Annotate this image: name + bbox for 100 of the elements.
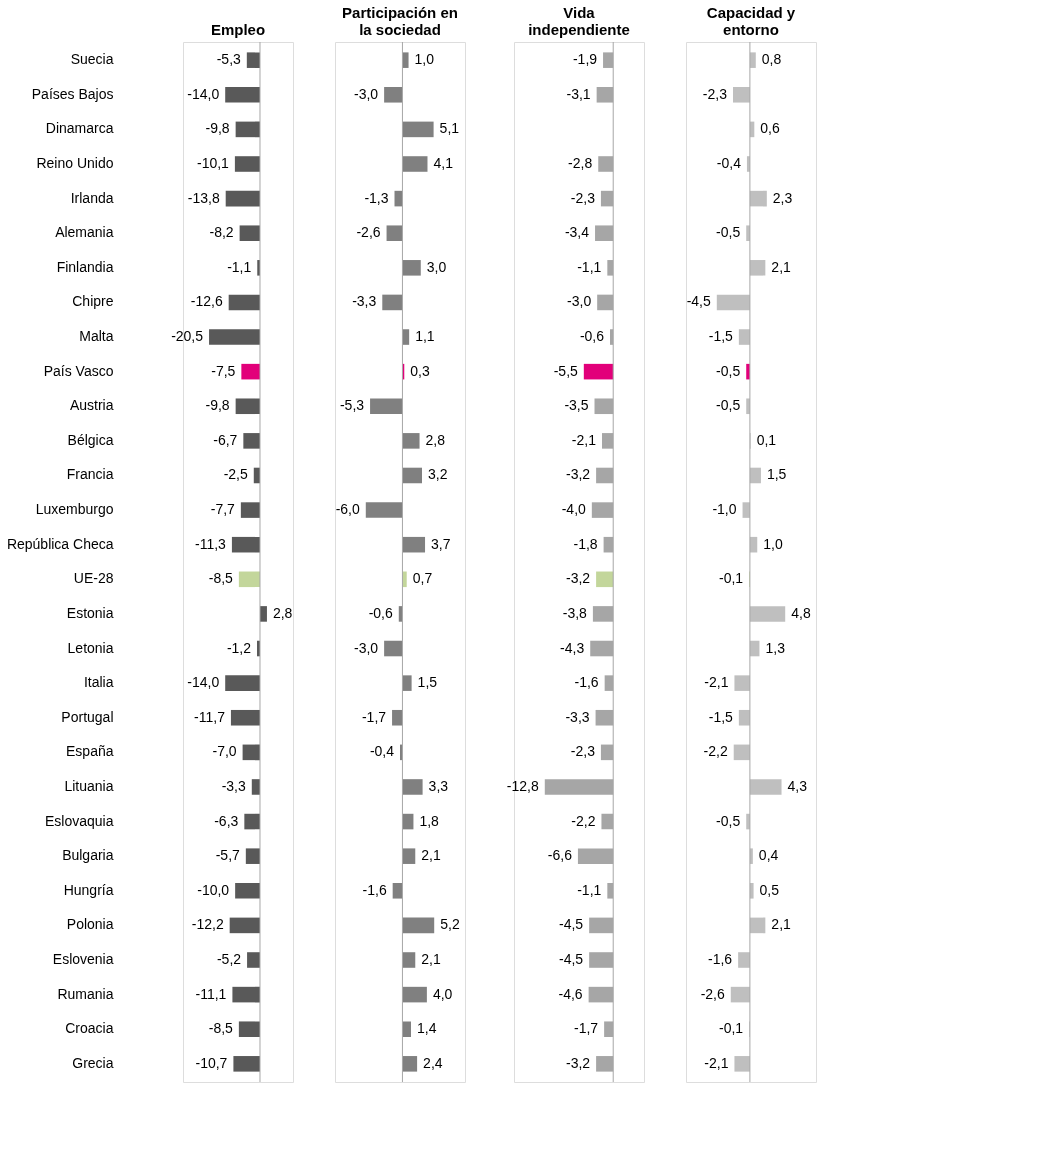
chart-title: Empleo <box>210 20 266 38</box>
data-label: -3,0 <box>567 293 592 310</box>
data-label: 0,1 <box>756 431 777 448</box>
data-label: 5,1 <box>439 120 460 137</box>
y-tick-label: Suecia <box>70 51 114 68</box>
data-label: 2,1 <box>421 847 441 864</box>
y-tick-label: Grecia <box>72 1054 114 1071</box>
data-label: 0,3 <box>410 362 430 379</box>
data-label: 3,0 <box>426 258 447 275</box>
data-label: -2,2 <box>571 812 596 829</box>
data-label: 4,0 <box>432 985 453 1002</box>
data-label: -4,3 <box>560 639 585 656</box>
data-label: 0,8 <box>761 51 782 68</box>
data-label: 0,6 <box>760 120 780 137</box>
data-label: -0,6 <box>579 328 605 345</box>
data-label: -20,5 <box>171 328 204 345</box>
data-label: -4,5 <box>559 916 584 933</box>
data-label: -1,5 <box>708 708 734 725</box>
data-label: -3,3 <box>352 293 377 310</box>
data-label: -6,7 <box>213 431 238 448</box>
data-label: 1,1 <box>415 328 435 345</box>
data-label: -2,5 <box>223 466 248 483</box>
data-label: -1,7 <box>574 1020 599 1037</box>
data-label: -3,2 <box>565 466 591 483</box>
data-label: 0,7 <box>412 570 433 587</box>
y-tick-label: Finlandia <box>56 258 114 275</box>
y-tick-label: Países Bajos <box>31 85 114 102</box>
data-label: -3,0 <box>353 85 379 102</box>
data-label: 2,1 <box>771 258 792 275</box>
data-label: -0,5 <box>716 362 741 379</box>
data-label: 3,2 <box>427 466 448 483</box>
data-label: 1,8 <box>419 812 440 829</box>
data-label: 2,4 <box>423 1054 443 1071</box>
data-label: 2,1 <box>421 951 441 967</box>
data-label: 4,1 <box>433 155 454 171</box>
y-tick-label: Rumania <box>57 985 114 1002</box>
y-tick-label: Eslovaquia <box>45 812 114 829</box>
data-label: -10,0 <box>197 881 230 898</box>
data-label: -1,5 <box>708 328 734 345</box>
data-label: -9,8 <box>205 397 230 414</box>
data-label: -5,3 <box>216 51 242 68</box>
data-label: -7,5 <box>211 362 236 379</box>
data-label: 4,8 <box>791 604 811 621</box>
data-label: -14,0 <box>187 674 220 691</box>
data-label: -12,8 <box>506 777 539 794</box>
data-label: -8,5 <box>208 570 234 587</box>
data-label: -3,1 <box>566 85 591 102</box>
data-label: -3,5 <box>564 397 589 414</box>
data-label: -10,7 <box>195 1054 228 1071</box>
data-label: -1,1 <box>227 258 252 275</box>
data-label: -3,3 <box>221 777 246 794</box>
data-label: -2,2 <box>703 743 728 760</box>
data-label: -12,2 <box>191 916 224 933</box>
data-label: -2,3 <box>570 743 596 760</box>
data-label: -5,3 <box>339 397 365 414</box>
data-label: -13,8 <box>187 189 220 206</box>
data-label: -0,1 <box>719 1020 744 1037</box>
data-label: 0,4 <box>758 847 779 864</box>
data-label: 5,2 <box>440 916 460 933</box>
chart-title: Participación en la sociedad <box>342 3 458 38</box>
data-label: -7,0 <box>212 743 237 760</box>
data-label: -3,2 <box>565 570 591 587</box>
y-tick-label: Croacia <box>65 1020 114 1037</box>
data-label: -1,1 <box>577 258 602 275</box>
chart-title: Capacidad y entorno <box>706 3 796 38</box>
data-label: -2,1 <box>704 1054 729 1071</box>
data-label: -3,2 <box>565 1054 591 1071</box>
y-tick-label: Portugal <box>61 708 114 725</box>
data-label: -0,5 <box>716 812 741 829</box>
data-label: 1,5 <box>417 674 438 691</box>
data-label: -11,7 <box>194 708 226 725</box>
data-label: -2,3 <box>702 85 728 102</box>
data-label: -1,9 <box>572 51 598 68</box>
data-label: 1,0 <box>763 535 783 552</box>
y-tick-label: Irlanda <box>70 189 114 206</box>
y-tick-label: Luxemburgo <box>35 501 114 518</box>
y-tick-label: Italia <box>83 674 114 691</box>
data-label: 1,5 <box>766 466 787 483</box>
data-label: 3,3 <box>428 777 449 794</box>
data-label: -0,4 <box>716 155 742 171</box>
data-label: -0,6 <box>368 604 393 621</box>
data-label: -2,1 <box>704 674 729 691</box>
data-label: -11,3 <box>195 535 227 552</box>
data-label: -2,3 <box>570 189 596 206</box>
y-tick-label: Hungría <box>63 881 114 898</box>
data-label: -4,0 <box>561 501 587 518</box>
data-label: -8,5 <box>208 1020 234 1037</box>
data-label: -5,2 <box>216 951 242 967</box>
data-label: -1,6 <box>362 881 387 898</box>
data-label: -2,1 <box>571 431 597 448</box>
data-label: -4,5 <box>559 951 584 967</box>
y-tick-label: República Checa <box>6 535 114 552</box>
data-label: -4,6 <box>558 985 583 1002</box>
data-label: -6,6 <box>547 847 573 864</box>
y-tick-label: Polonia <box>66 916 114 933</box>
data-label: -3,0 <box>353 639 379 656</box>
data-label: -1,8 <box>573 535 598 552</box>
data-label: -10,1 <box>196 155 230 171</box>
data-label: -3,4 <box>564 224 590 241</box>
data-label: 3,7 <box>431 535 451 552</box>
